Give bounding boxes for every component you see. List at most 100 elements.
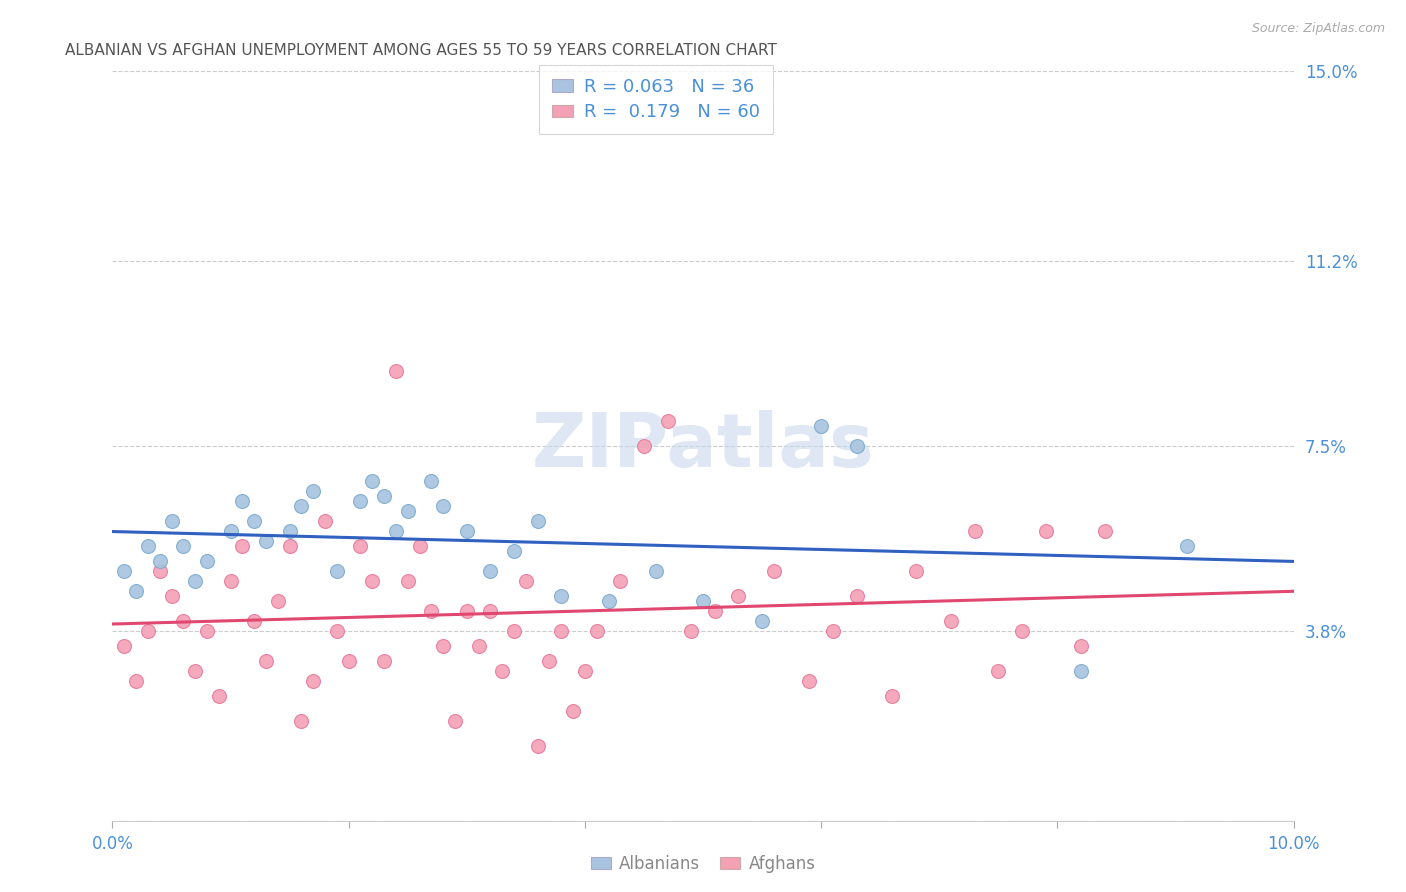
Point — [420, 474, 443, 488]
Point — [290, 499, 312, 513]
Point — [373, 489, 395, 503]
Point — [1011, 624, 1033, 638]
Point — [408, 539, 430, 553]
Point — [208, 689, 231, 703]
Point — [125, 673, 148, 688]
Point — [692, 594, 714, 608]
Point — [112, 564, 135, 578]
Point — [821, 624, 844, 638]
Point — [598, 594, 620, 608]
Point — [219, 524, 242, 538]
Point — [585, 624, 607, 638]
Point — [845, 589, 868, 603]
Point — [1035, 524, 1057, 538]
Point — [574, 664, 596, 678]
Point — [195, 624, 218, 638]
Point — [467, 639, 489, 653]
Point — [373, 654, 395, 668]
Point — [963, 524, 986, 538]
Point — [160, 514, 183, 528]
Point — [337, 654, 360, 668]
Point — [432, 639, 454, 653]
Point — [172, 539, 194, 553]
Point — [172, 614, 194, 628]
Text: ZIPatlas: ZIPatlas — [531, 409, 875, 483]
Point — [550, 624, 572, 638]
Point — [751, 614, 773, 628]
Point — [526, 514, 548, 528]
Point — [479, 604, 502, 618]
Point — [149, 564, 172, 578]
Point — [633, 439, 655, 453]
Point — [479, 564, 502, 578]
Legend: R = 0.063   N = 36, R =  0.179   N = 60: R = 0.063 N = 36, R = 0.179 N = 60 — [538, 65, 773, 134]
Point — [515, 574, 537, 588]
Point — [254, 533, 277, 548]
Point — [302, 673, 325, 688]
Point — [762, 564, 785, 578]
Point — [396, 574, 419, 588]
Point — [456, 524, 478, 538]
Point — [681, 624, 703, 638]
Point — [385, 524, 408, 538]
Point — [184, 574, 207, 588]
Point — [1070, 639, 1092, 653]
Point — [149, 554, 172, 568]
Legend: Albanians, Afghans: Albanians, Afghans — [583, 848, 823, 880]
Text: Source: ZipAtlas.com: Source: ZipAtlas.com — [1251, 22, 1385, 36]
Point — [727, 589, 749, 603]
Point — [361, 574, 384, 588]
Point — [184, 664, 207, 678]
Point — [904, 564, 927, 578]
Point — [810, 419, 832, 434]
Point — [799, 673, 821, 688]
Point — [219, 574, 242, 588]
Point — [278, 539, 301, 553]
Point — [503, 624, 526, 638]
Point — [112, 639, 135, 653]
Point — [550, 589, 572, 603]
Point — [609, 574, 631, 588]
Point — [456, 604, 478, 618]
Point — [326, 624, 349, 638]
Point — [290, 714, 312, 728]
Point — [278, 524, 301, 538]
Point — [420, 604, 443, 618]
Point — [444, 714, 467, 728]
Point — [125, 583, 148, 598]
Point — [385, 364, 408, 378]
Point — [644, 564, 666, 578]
Point — [314, 514, 336, 528]
Point — [703, 604, 725, 618]
Point — [136, 539, 159, 553]
Point — [562, 704, 585, 718]
Point — [231, 539, 253, 553]
Point — [845, 439, 868, 453]
Point — [1070, 664, 1092, 678]
Point — [1094, 524, 1116, 538]
Point — [361, 474, 384, 488]
Point — [243, 614, 266, 628]
Point — [326, 564, 349, 578]
Point — [243, 514, 266, 528]
Point — [657, 414, 679, 428]
Point — [538, 654, 561, 668]
Point — [231, 494, 253, 508]
Point — [1175, 539, 1198, 553]
Text: ALBANIAN VS AFGHAN UNEMPLOYMENT AMONG AGES 55 TO 59 YEARS CORRELATION CHART: ALBANIAN VS AFGHAN UNEMPLOYMENT AMONG AG… — [65, 43, 778, 58]
Point — [254, 654, 277, 668]
Point — [349, 494, 371, 508]
Point — [939, 614, 962, 628]
Point — [987, 664, 1010, 678]
Point — [432, 499, 454, 513]
Point — [526, 739, 548, 753]
Point — [503, 544, 526, 558]
Point — [880, 689, 903, 703]
Point — [160, 589, 183, 603]
Point — [491, 664, 513, 678]
Point — [136, 624, 159, 638]
Point — [396, 504, 419, 518]
Point — [195, 554, 218, 568]
Point — [349, 539, 371, 553]
Point — [267, 594, 290, 608]
